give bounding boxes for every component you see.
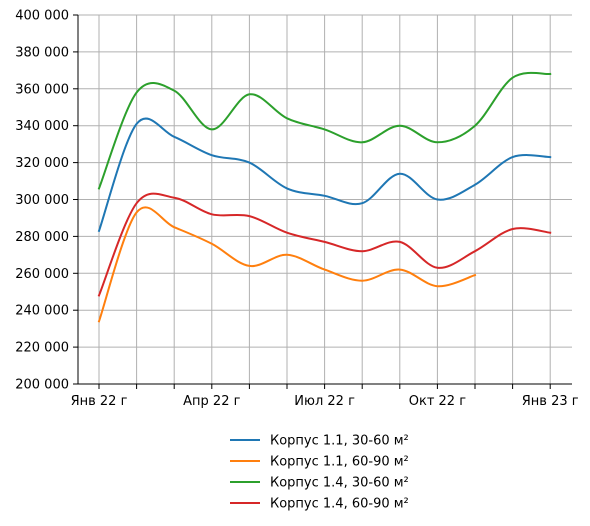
x-axis-ticks: Янв 22 г Апр 22 г Июл 22 г Окт 22 г Янв 23 г [71, 384, 579, 409]
series-line-2 [97, 206, 477, 323]
x-tick-label: Янв 22 г [71, 394, 128, 409]
x-tick-label: Июл 22 г [294, 394, 355, 409]
x-tick-label: Апр 22 г [183, 394, 240, 409]
legend-label-3: Корпус 1.4, 30-60 м² [270, 476, 409, 491]
y-tick-label: 400 000 [15, 9, 69, 24]
x-tick-label: Окт 22 г [409, 394, 466, 409]
series-lines [97, 71, 552, 323]
y-axis-ticks: 200 000 220 000 240 000 260 000 280 000 300 0… [15, 9, 78, 393]
grid [78, 14, 572, 385]
legend-label-2: Корпус 1.1, 60-90 м² [270, 455, 409, 470]
y-tick-label: 300 000 [15, 193, 69, 208]
y-tick-label: 360 000 [15, 82, 69, 97]
legend: Корпус 1.1, 30-60 м² Корпус 1.1, 60-90 м²… [230, 434, 409, 512]
y-tick-label: 320 000 [15, 156, 69, 171]
legend-label-4: Корпус 1.4, 60-90 м² [270, 497, 409, 512]
y-tick-label: 340 000 [15, 119, 69, 134]
series-line-3 [97, 71, 552, 190]
y-tick-label: 380 000 [15, 45, 69, 60]
y-tick-label: 260 000 [15, 267, 69, 282]
y-tick-label: 220 000 [15, 341, 69, 356]
y-tick-label: 200 000 [15, 378, 69, 393]
series-line-4 [97, 192, 552, 297]
x-tick-label: Янв 23 г [522, 394, 579, 409]
y-tick-label: 280 000 [15, 230, 69, 245]
y-tick-label: 240 000 [15, 304, 69, 319]
series-line-1 [97, 117, 552, 233]
legend-label-1: Корпус 1.1, 30-60 м² [270, 434, 409, 449]
